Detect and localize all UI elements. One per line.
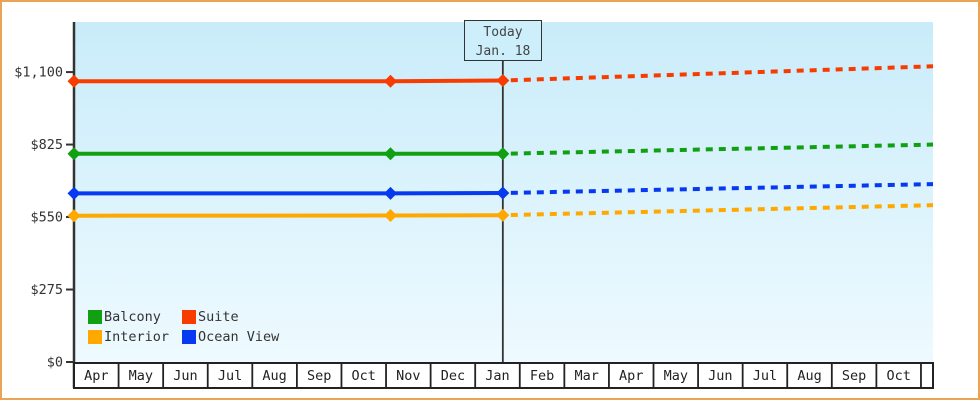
y-axis-label: $0 (47, 355, 63, 371)
data-point-marker (67, 186, 81, 200)
today-annotation-line1: Today (483, 25, 523, 40)
data-point-marker (496, 208, 510, 222)
x-axis-month-row (73, 362, 934, 389)
today-annotation: Today Jan. 18 (464, 20, 542, 61)
data-point-marker (67, 74, 81, 88)
data-point-marker (496, 74, 510, 88)
ocean-view-swatch-icon (182, 330, 196, 344)
x-axis-label: Sep (307, 368, 331, 384)
y-axis-label: $550 (30, 210, 63, 226)
data-point-marker (383, 208, 397, 222)
y-axis-label: $1,100 (14, 65, 63, 81)
x-axis-label: Dec (441, 368, 465, 384)
x-axis-label: Mar (574, 368, 598, 384)
x-axis-label: Nov (396, 368, 420, 384)
data-point-marker (67, 147, 81, 161)
y-axis-label: $275 (30, 282, 63, 298)
x-axis-label: May (129, 368, 153, 384)
legend-label: Interior (104, 329, 170, 345)
legend-item-balcony: Balcony (88, 307, 182, 327)
x-axis-label: Jul (218, 368, 242, 384)
data-point-marker (496, 147, 510, 161)
x-axis-label: Aug (262, 368, 286, 384)
legend-label: Balcony (104, 309, 161, 325)
legend-label: Suite (198, 309, 239, 325)
series-line-interior (73, 213, 503, 218)
balcony-swatch-icon (88, 310, 102, 324)
legend-item-suite: Suite (182, 307, 279, 327)
data-point-marker (383, 186, 397, 200)
x-axis-label: Oct (352, 368, 376, 384)
suite-swatch-icon (182, 310, 196, 324)
x-axis-label: Feb (530, 368, 554, 384)
x-axis-label: Jun (708, 368, 732, 384)
x-axis-label: May (664, 368, 688, 384)
x-axis-label: Aug (797, 368, 821, 384)
x-axis-label: Apr (619, 368, 643, 384)
today-annotation-line2: Jan. 18 (475, 44, 531, 59)
series-line-suite (74, 78, 503, 84)
data-point-marker (383, 147, 397, 161)
x-axis-label: Oct (886, 368, 910, 384)
y-axis-label: $825 (30, 137, 63, 153)
x-axis-label: Sep (842, 368, 866, 384)
x-axis-label: Apr (84, 368, 108, 384)
legend-item-ocean-view: Ocean View (182, 327, 279, 347)
legend-label: Ocean View (198, 329, 280, 345)
data-point-marker (67, 209, 81, 223)
interior-swatch-icon (88, 330, 102, 344)
data-point-marker (383, 74, 397, 88)
x-axis-label: Jul (753, 368, 777, 384)
chart-legend: Balcony Suite Interior Ocean View (88, 307, 279, 347)
data-point-marker (496, 186, 510, 200)
legend-item-interior: Interior (88, 327, 182, 347)
x-axis-label: Jun (173, 368, 197, 384)
x-axis-label: Jan (485, 368, 509, 384)
